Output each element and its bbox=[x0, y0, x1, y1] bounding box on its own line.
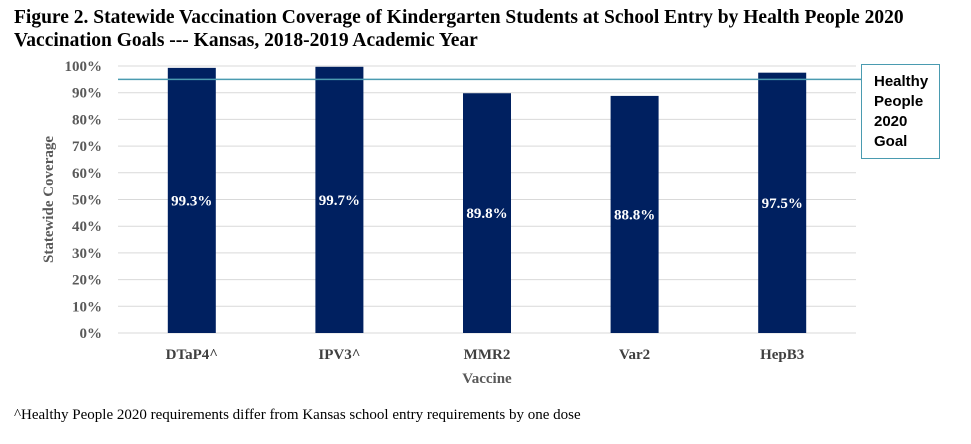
x-category-label: HepB3 bbox=[760, 347, 804, 363]
bars bbox=[167, 66, 807, 334]
bar bbox=[758, 72, 807, 334]
y-tick-label: 50% bbox=[72, 193, 102, 209]
y-tick-label: 80% bbox=[72, 112, 102, 128]
goal-label-line: Goal bbox=[874, 133, 908, 150]
gridlines bbox=[118, 65, 856, 334]
x-category-label: DTaP4^ bbox=[166, 347, 218, 363]
y-tick-label: 60% bbox=[72, 166, 102, 182]
bar bbox=[167, 67, 216, 333]
data-label: 99.7% bbox=[319, 193, 360, 209]
y-tick-label: 100% bbox=[65, 59, 103, 75]
footnote: ^Healthy People 2020 requirements differ… bbox=[14, 407, 581, 423]
goal-label-line: Healthy bbox=[874, 73, 929, 90]
goal-label-line: People bbox=[874, 93, 924, 110]
y-tick-label: 70% bbox=[72, 139, 102, 155]
x-category-label: Var2 bbox=[619, 347, 650, 363]
bar bbox=[610, 95, 659, 334]
data-label: 99.3% bbox=[171, 193, 212, 209]
chart-title: Figure 2. Statewide Vaccination Coverage… bbox=[14, 7, 904, 51]
bar bbox=[463, 93, 511, 333]
y-axis-ticks: 0% 10% 20% 30% 40% 50% 60% 70% 80% 90% 100% bbox=[65, 59, 103, 342]
data-label: 88.8% bbox=[614, 207, 655, 223]
data-label: 97.5% bbox=[762, 196, 803, 212]
bar bbox=[315, 66, 364, 334]
y-tick-label: 20% bbox=[72, 273, 102, 289]
y-tick-label: 40% bbox=[72, 219, 102, 235]
x-category-label: IPV3^ bbox=[318, 347, 360, 363]
goal-legend-box: Healthy People 2020 Goal bbox=[861, 64, 940, 159]
x-axis-categories: DTaP4^ IPV3^ MMR2 Var2 HepB3 bbox=[166, 347, 805, 363]
y-tick-label: 0% bbox=[80, 326, 103, 342]
goal-label-line: 2020 bbox=[874, 113, 908, 130]
bar-chart: 0%10%20%30%40%50%60%70%80%90%100% 99.3% 9… bbox=[41, 59, 861, 387]
y-tick-label: 30% bbox=[72, 246, 102, 262]
data-labels: 99.3% 99.7% 89.8% 88.8% 97.5% bbox=[171, 193, 803, 224]
x-category-label: MMR2 bbox=[464, 347, 511, 363]
y-axis-title: Statewide Coverage bbox=[41, 136, 57, 263]
data-label: 89.8% bbox=[466, 206, 507, 222]
y-tick-label: 10% bbox=[72, 299, 102, 315]
x-axis-title: Vaccine bbox=[462, 371, 512, 387]
y-tick-label: 90% bbox=[72, 86, 102, 102]
